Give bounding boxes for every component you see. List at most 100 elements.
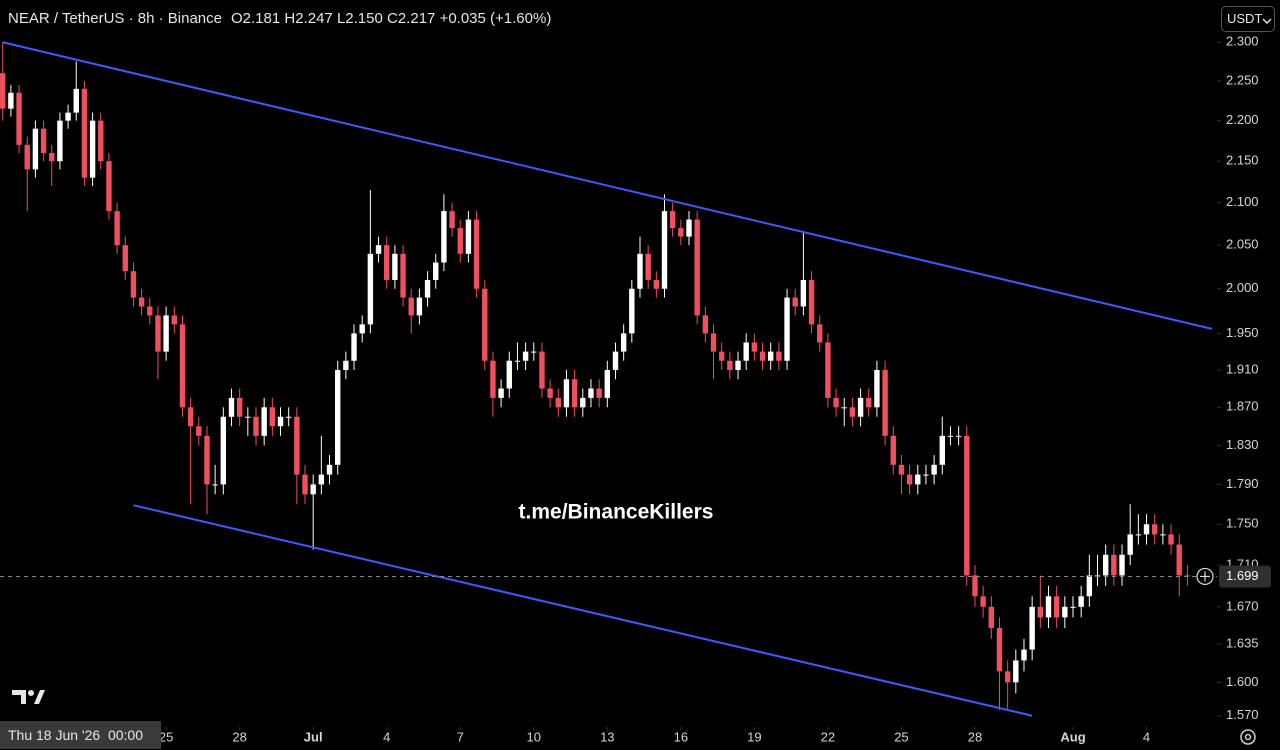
x-tick-label: Aug [1060,729,1085,744]
candle-body [130,271,137,298]
trendline [2,41,1213,330]
candle-body [645,253,651,280]
candle-body [367,253,374,325]
candle-body [155,315,161,352]
candle-body [261,407,267,436]
candle-body [228,397,235,417]
candle-body [833,397,839,408]
trendline [133,504,1033,717]
symbol: NEAR / TetherUS · 8h · Binance [8,10,222,27]
candle-body [1078,596,1084,607]
candle-body [718,351,725,361]
candle-body [359,324,365,334]
candle-body [759,351,766,361]
candle-body [245,416,251,418]
candle-body [343,360,349,370]
candle-body [988,606,995,629]
candle-body [792,297,798,307]
candle-body [0,73,6,109]
candle-body [1013,660,1019,683]
candle-body [629,288,635,334]
crosshair-time-label: Thu 18 Jun '26 00:00 [0,721,161,749]
candle-body [16,92,22,145]
candle-body [8,92,14,109]
candle-body [318,474,325,485]
y-tick-label: 1.950 [1226,325,1259,340]
candle-body [653,279,660,289]
candle-body [122,245,128,272]
ohlc-value: 2.150 [345,10,383,27]
candle-body [563,379,570,408]
ohlc-key: C [387,10,398,27]
y-tick-label: 2.300 [1226,34,1259,49]
y-tick-label: 1.910 [1226,361,1259,376]
y-tick-label: 1.830 [1226,437,1259,452]
candle-body [57,120,63,162]
candle-body [498,388,504,398]
y-tick-label: 1.870 [1226,399,1259,414]
candle-body [1086,575,1093,597]
candle-body [882,369,888,436]
candle-body [710,333,717,352]
candle-body [972,575,978,597]
candles [0,42,1191,711]
candle-body [277,416,284,427]
candle-body [849,407,856,417]
legend-header: NEAR / TetherUS · 8h · Binance O2.181 H2.… [8,9,551,29]
settings-icon[interactable] [1240,729,1256,745]
currency-button[interactable]: USDT [1221,6,1275,32]
candle-body [212,484,218,486]
x-tick-label: 4 [1143,729,1150,744]
y-tick-label: 1.670 [1226,598,1259,613]
candle-body [996,628,1003,672]
candle-body [416,297,423,316]
candle-body [147,306,153,316]
x-tick-label: 10 [527,729,541,744]
last-price-label: 1.699 [1226,568,1259,583]
candle-body [81,88,88,178]
candle-body [612,351,619,370]
candle-body [776,351,782,361]
candle-body [931,464,937,475]
candle-body [694,219,700,316]
candle-body [24,144,30,170]
candle-body [531,351,537,353]
candle-body [179,324,186,408]
candle-body [32,128,39,170]
candle-body [473,219,480,289]
y-tick-label: 2.250 [1226,72,1259,87]
candle-body [285,416,292,418]
y-tick-label: 1.635 [1226,636,1259,651]
candle-body [702,315,709,334]
candle-body [433,262,439,280]
candle-body [269,407,276,427]
candle-body [678,228,684,237]
candle-body [187,407,194,427]
candle-body [138,297,145,307]
candle-body [302,474,308,495]
add-alert-icon[interactable] [1196,567,1214,586]
candle-body [294,416,300,475]
candle-body [751,342,758,352]
candle-body [1062,606,1068,618]
candle-body [1004,671,1011,683]
candle-body [661,211,668,289]
candle-body [1021,649,1027,661]
candle-body [1053,596,1060,618]
y-tick-label: 1.790 [1226,476,1259,491]
ohlc-value: 2.181 [242,10,281,27]
candle-body [1119,554,1125,576]
candle-body [236,397,243,417]
ohlc-key: O [230,10,243,27]
candle-body [400,253,406,298]
x-tick-label: 13 [600,729,614,744]
x-tick-label: 25 [894,729,908,744]
ohlc-key: L [336,10,346,27]
candle-body [980,596,986,607]
candle-body [375,245,382,254]
x-tick-label: 16 [674,729,688,744]
candle-body [98,120,104,162]
